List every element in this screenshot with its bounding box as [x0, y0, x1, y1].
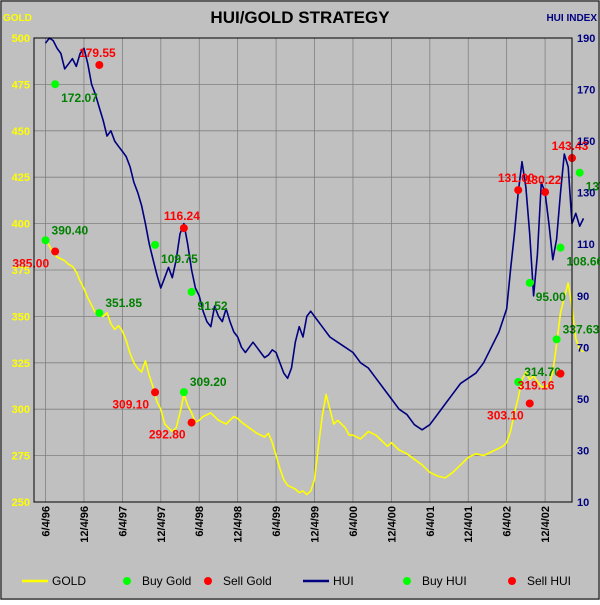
sell-gold-value-label: 292.80 — [149, 428, 186, 442]
buy-hui-marker — [575, 168, 584, 177]
hui-series-line — [44, 37, 585, 431]
buy-gold-marker — [552, 335, 561, 344]
axis-layer: 250 275 300 325 350 375 400 425 450 475 500 10 30 50 7… — [12, 33, 596, 543]
legend-label: HUI — [333, 574, 354, 588]
legend-dot-swatch — [204, 577, 212, 585]
buy-hui-marker — [556, 243, 565, 252]
buy-hui-value-label: 137.74 — [586, 180, 600, 194]
x-tick-label: 12/4/01 — [463, 506, 475, 543]
sell-gold-marker — [525, 399, 534, 408]
sell-hui-marker — [541, 188, 550, 197]
buy-hui-marker — [187, 287, 196, 296]
buy-hui-marker — [525, 278, 534, 287]
sell-gold-marker — [556, 369, 565, 378]
right-tick-label: 30 — [577, 445, 589, 457]
buy-gold-value-label: 337.63 — [563, 322, 600, 336]
buy-hui-value-label: 95.00 — [536, 290, 566, 304]
buy-gold-value-label: 309.20 — [190, 375, 227, 389]
left-tick-label: 375 — [12, 265, 30, 277]
sell-hui-value-label: 130.22 — [525, 173, 562, 187]
legend-dot-swatch — [123, 577, 131, 585]
buy-hui-marker — [51, 80, 60, 89]
legend-label: Sell Gold — [223, 574, 272, 588]
right-tick-label: 70 — [577, 342, 589, 354]
sell-gold-value-label: 309.10 — [112, 397, 149, 411]
x-tick-label: 12/4/98 — [233, 506, 245, 543]
buy-hui-value-label: 172.07 — [61, 91, 98, 105]
left-tick-label: 425 — [12, 172, 30, 184]
left-tick-label: 400 — [12, 219, 30, 231]
x-tick-label: 6/4/00 — [348, 506, 360, 537]
x-tick-label: 6/4/99 — [271, 506, 283, 537]
sell-hui-value-label: 143.43 — [552, 139, 589, 153]
right-tick-label: 50 — [577, 394, 589, 406]
sell-hui-value-label: 131.00 — [498, 171, 535, 185]
left-tick-label: 450 — [12, 126, 30, 138]
x-tick-label: 6/4/97 — [117, 506, 129, 537]
x-tick-label: 12/4/99 — [310, 506, 322, 543]
legend-label: Buy Gold — [142, 574, 191, 588]
gold-series-line — [44, 238, 584, 496]
x-tick-label: 12/4/00 — [386, 506, 398, 543]
right-tick-label: 110 — [577, 239, 595, 251]
x-tick-label: 6/4/02 — [502, 506, 514, 537]
right-tick-label: 190 — [577, 33, 595, 45]
left-tick-label: 250 — [12, 497, 30, 509]
legend-label: Sell HUI — [527, 574, 571, 588]
buy-hui-marker — [151, 240, 160, 249]
series-layer — [44, 37, 585, 496]
x-tick-label: 12/4/02 — [540, 506, 552, 543]
buy-hui-value-label: 109.75 — [161, 252, 198, 266]
buy-hui-value-label: 91.52 — [198, 299, 228, 313]
sell-hui-marker — [95, 60, 104, 69]
legend-dot-swatch — [508, 577, 516, 585]
left-tick-label: 350 — [12, 311, 30, 323]
buy-gold-marker — [514, 377, 523, 386]
chart-title: HUI/GOLD STRATEGY — [210, 8, 390, 27]
right-tick-label: 10 — [577, 497, 589, 509]
buy-gold-value-label: 351.85 — [105, 296, 142, 310]
x-tick-label: 6/4/01 — [425, 506, 437, 537]
buy-gold-marker — [95, 308, 104, 317]
buy-gold-marker — [41, 236, 50, 245]
sell-gold-value-label: 319.16 — [518, 379, 555, 393]
left-axis-label: GOLD — [3, 13, 32, 24]
legend-label: GOLD — [52, 574, 86, 588]
legend-label: Buy HUI — [422, 574, 467, 588]
right-axis-label: HUI INDEX — [546, 13, 597, 24]
buy-hui-value-label: 108.66 — [566, 255, 600, 269]
right-tick-label: 170 — [577, 85, 595, 97]
left-tick-label: 325 — [12, 358, 30, 370]
sell-hui-value-label: 179.55 — [79, 46, 116, 60]
x-tick-label: 6/4/96 — [41, 506, 53, 537]
buy-gold-value-label: 314.70 — [524, 365, 561, 379]
right-tick-label: 90 — [577, 291, 589, 303]
sell-hui-marker — [514, 186, 523, 195]
sell-gold-value-label: 385.00 — [12, 256, 49, 270]
legend-dot-swatch — [403, 577, 411, 585]
left-tick-label: 475 — [12, 79, 30, 91]
left-tick-label: 300 — [12, 404, 30, 416]
right-tick-label: 130 — [577, 188, 595, 200]
buy-gold-marker — [179, 388, 188, 397]
right-tick-label: 150 — [577, 136, 595, 148]
x-tick-label: 12/4/96 — [79, 506, 91, 543]
plot-border — [33, 37, 573, 503]
sell-gold-marker — [51, 247, 60, 256]
x-tick-label: 12/4/97 — [156, 506, 168, 543]
sell-gold-marker — [187, 418, 196, 427]
sell-gold-marker — [151, 388, 160, 397]
sell-hui-value-label: 116.24 — [164, 209, 200, 223]
sell-hui-marker — [179, 224, 188, 233]
buy-gold-value-label: 390.40 — [52, 223, 89, 237]
sell-gold-value-label: 303.10 — [487, 408, 524, 422]
left-tick-label: 275 — [12, 451, 30, 463]
left-tick-label: 500 — [12, 33, 30, 45]
x-tick-label: 6/4/98 — [194, 506, 206, 537]
legend: GOLD Buy Gold Sell Gold HUI Buy HUI Sell HUI — [22, 574, 571, 588]
